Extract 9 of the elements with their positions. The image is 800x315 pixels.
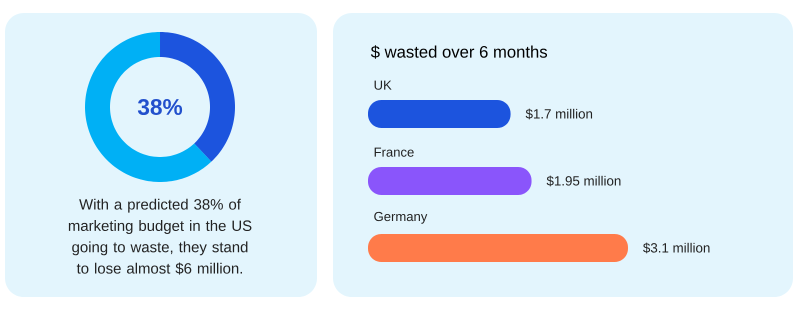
data-label: $1.7 million [526,108,592,120]
y-tick-label: UK [374,80,392,90]
chart-title: $ wasted over 6 months [370,45,548,59]
text: With a predicted 38% of marketing budget in the US going to waste, they stand to lose almost $6 million. [68,198,252,275]
data-label: $1.95 million [546,176,620,186]
y-tick-label: Germany [374,212,428,224]
text: 38% [138,98,182,116]
data-label: $3.1 million [643,242,710,254]
y-tick-label: France [374,148,414,157]
